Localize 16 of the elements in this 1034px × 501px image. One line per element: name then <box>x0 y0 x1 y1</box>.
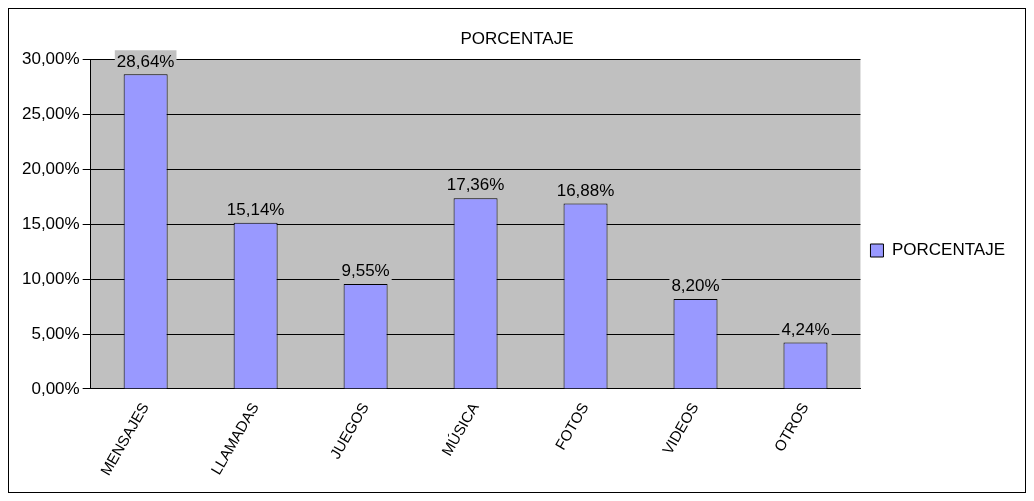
y-tick-label: 30,00% <box>21 49 80 69</box>
data-label: 16,88% <box>556 180 615 200</box>
data-label: 17,36% <box>446 175 505 195</box>
y-tick-label: 0,00% <box>31 378 80 398</box>
y-tick-label: 5,00% <box>31 323 80 343</box>
y-tick-label: 20,00% <box>21 158 80 178</box>
chart-title: PORCENTAJE <box>460 28 574 48</box>
data-label: 4,24% <box>781 319 830 339</box>
y-tick-label: 15,00% <box>21 213 80 233</box>
y-tick-label: 25,00% <box>21 104 80 124</box>
data-label: 8,20% <box>671 276 720 296</box>
data-label: 28,64% <box>116 51 175 71</box>
data-label: 9,55% <box>341 261 390 281</box>
data-label: 15,14% <box>226 199 285 219</box>
y-tick-label: 10,00% <box>21 268 80 288</box>
legend-label: PORCENTAJE <box>891 240 1006 260</box>
